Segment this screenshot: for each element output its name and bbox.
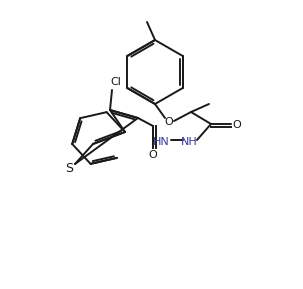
Text: S: S	[65, 162, 73, 175]
Text: HN: HN	[153, 137, 169, 147]
Text: Cl: Cl	[111, 77, 122, 87]
Text: O: O	[233, 120, 241, 130]
Text: O: O	[165, 117, 173, 127]
Text: O: O	[149, 150, 157, 160]
Text: NH: NH	[181, 137, 197, 147]
